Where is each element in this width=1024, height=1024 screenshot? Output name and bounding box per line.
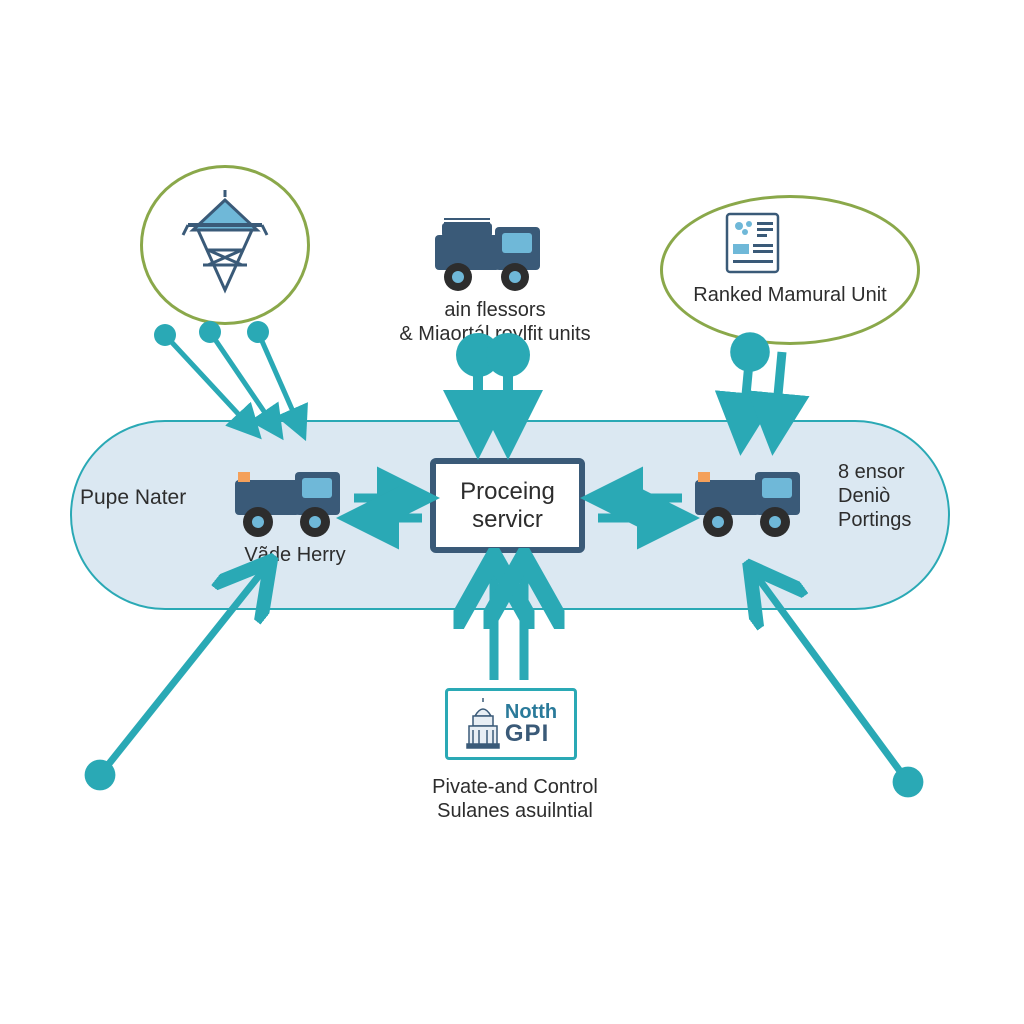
left-below-text: Vãde Herry xyxy=(244,544,345,566)
diagram-root: Ranked Mamural Unit ain flessors & Miaor… xyxy=(0,0,1024,1024)
truck-top-icon xyxy=(430,205,550,295)
right-ellipse-label: Ranked Mamural Unit xyxy=(665,283,915,307)
truck-left-icon xyxy=(230,450,350,540)
left-outside-label: Pupe Nater xyxy=(80,485,220,510)
right-line3: Portings xyxy=(838,508,958,532)
document-icon xyxy=(725,212,780,274)
bottom-box-line1: Notth xyxy=(505,702,557,722)
right-line2: Deniò xyxy=(838,484,958,508)
right-label: 8 ensor Deniò Portings xyxy=(838,460,958,532)
bottom-gpi-box: Notth GPI xyxy=(445,688,577,760)
center-processing-box: Proceing servicr xyxy=(430,458,585,553)
bottom-label: Pivate-and Control Sulanes asuilntial xyxy=(390,775,640,823)
top-center-label: ain flessors & Miaortál roylfit units xyxy=(370,298,620,346)
bottom-line1: Pivate-and Control xyxy=(390,775,640,799)
bottom-line2: Sulanes asuilntial xyxy=(390,799,640,823)
ellipse-right xyxy=(660,195,920,345)
top-center-line2: & Miaortál roylfit units xyxy=(370,322,620,346)
right-ellipse-text: Ranked Mamural Unit xyxy=(693,284,886,306)
right-line1: 8 ensor xyxy=(838,460,958,484)
center-line2: servicr xyxy=(472,506,543,534)
left-outside-text: Pupe Nater xyxy=(80,486,186,509)
truck-right-icon xyxy=(690,450,810,540)
bottom-box-line2: GPI xyxy=(505,722,557,746)
top-center-line1: ain flessors xyxy=(370,298,620,322)
capitol-icon xyxy=(465,698,501,750)
left-below-label: Vãde Herry xyxy=(220,543,370,567)
center-line1: Proceing xyxy=(460,478,555,506)
tower-icon xyxy=(178,185,273,295)
